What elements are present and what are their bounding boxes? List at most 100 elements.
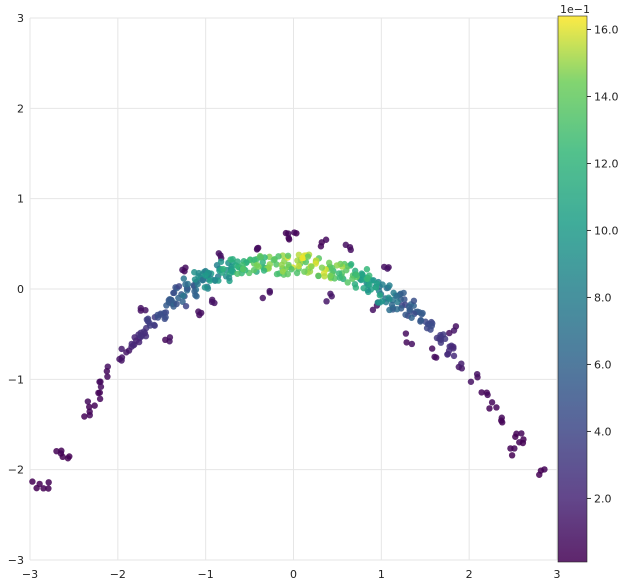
scatter-point: [419, 309, 426, 317]
scatter-point: [445, 347, 453, 354]
scatter-point: [254, 245, 261, 252]
scatter-point: [499, 419, 506, 426]
scatter-point: [488, 399, 496, 406]
scatter-point: [118, 345, 125, 353]
scatter-point: [45, 479, 52, 486]
scatter-point: [250, 266, 258, 274]
scatter-point: [104, 373, 111, 380]
scatter-point: [180, 292, 187, 299]
x-tick-label: −1: [198, 568, 214, 581]
scatter-point: [363, 275, 371, 283]
scatter-point: [211, 299, 218, 307]
scatter-point: [363, 266, 371, 273]
scatter-point: [234, 258, 241, 265]
scatter-point: [458, 360, 465, 367]
scatter-point: [378, 298, 386, 305]
scatter-point: [86, 408, 93, 415]
scatter-point: [328, 293, 335, 300]
scatter-point: [450, 343, 457, 351]
scatter-point: [484, 391, 491, 399]
scatter-point: [162, 309, 170, 316]
scatter-point: [295, 262, 302, 270]
scatter-point: [179, 298, 186, 305]
scatter-point: [336, 274, 344, 281]
scatter-point: [170, 289, 177, 297]
scatter-point: [220, 265, 227, 273]
scatter-point: [91, 402, 98, 409]
scatter-point: [211, 276, 219, 284]
scatter-point: [182, 281, 189, 288]
scatter-point: [163, 302, 170, 309]
colorbar-tick-label: 4.0: [594, 425, 612, 438]
scatter-point: [266, 253, 273, 261]
scatter-point: [308, 263, 315, 270]
y-tick-label: 3: [17, 12, 24, 25]
scatter-point: [388, 301, 396, 309]
scatter-point: [327, 272, 334, 280]
scatter-point: [86, 403, 93, 411]
scatter-point: [536, 471, 543, 478]
scatter-point: [175, 283, 183, 290]
scatter-point: [273, 270, 281, 278]
scatter-point: [369, 306, 377, 314]
scatter-point: [229, 255, 236, 263]
scatter-point: [266, 261, 274, 268]
scatter-point: [437, 331, 444, 339]
colorbar-tick-label: 10.0: [594, 224, 619, 237]
scatter-point: [403, 339, 410, 346]
scatter-point: [353, 271, 360, 279]
scatter-point: [508, 452, 516, 459]
scatter-point: [518, 430, 525, 437]
scatter-point: [40, 485, 47, 492]
scatter-point: [385, 264, 392, 271]
scatter-point: [282, 229, 290, 237]
scatter-point: [402, 330, 410, 337]
scatter-point: [393, 292, 401, 300]
y-tick-label: −3: [8, 554, 24, 567]
scatter-point: [162, 336, 169, 344]
scatter-point: [366, 281, 373, 288]
scatter-point: [478, 389, 485, 396]
scatter-point: [215, 250, 222, 257]
scatter-point: [128, 340, 135, 348]
scatter-point: [304, 253, 312, 260]
y-tick-label: 2: [17, 102, 24, 115]
scatter-point: [206, 277, 214, 284]
scatter-point: [103, 367, 111, 375]
scatter-point: [321, 273, 328, 280]
scatter-point: [349, 275, 356, 282]
scatter-point: [97, 378, 104, 385]
scatter-point: [358, 270, 365, 277]
scatter-point: [140, 328, 147, 335]
scatter-point: [301, 268, 308, 275]
scatter-point: [259, 259, 266, 266]
scatter-point: [137, 332, 144, 340]
scatter-point: [386, 296, 393, 303]
scatter-point: [146, 322, 154, 329]
scatter-point: [408, 340, 416, 348]
scatter-point: [142, 306, 149, 314]
scatter-point: [323, 298, 330, 305]
x-tick-label: 0: [290, 568, 297, 581]
scatter-point: [251, 256, 258, 264]
scatter-point: [294, 257, 301, 264]
scatter-point: [266, 287, 273, 295]
scatter-point: [239, 266, 247, 273]
x-tick-label: 1: [378, 568, 385, 581]
scatter-point: [493, 404, 500, 411]
scatter-point: [273, 261, 280, 268]
scatter-point: [151, 322, 158, 329]
colorbar-tick-label: 2.0: [594, 492, 612, 505]
scatter-point: [288, 266, 295, 273]
scatter-point: [191, 288, 198, 295]
scatter-point: [123, 349, 130, 356]
scatter-point: [520, 436, 527, 443]
colorbar-tick-label: 16.0: [594, 23, 619, 36]
scatter-point: [180, 275, 187, 282]
scatter-point: [318, 239, 325, 246]
x-tick-label: 3: [554, 568, 561, 581]
scatter-point: [181, 268, 188, 275]
scatter-points: [29, 229, 548, 492]
scatter-point: [45, 485, 52, 492]
